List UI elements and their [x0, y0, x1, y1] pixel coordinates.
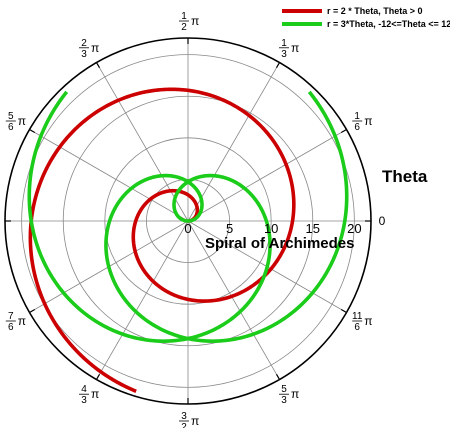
angle-tick-label-4: 23 π: [78, 38, 99, 60]
angle-tick-label-1: 16 π: [352, 111, 372, 133]
angle-tick-pi-9: π: [191, 414, 199, 428]
legend-label-series-1: r = 2 * Theta, Theta > 0: [327, 6, 423, 16]
angle-tick-numerator-7: 7: [8, 311, 14, 322]
angle-tick-numerator-11: 11: [352, 311, 363, 322]
angle-tick-numerator-9: 3: [181, 411, 187, 422]
radial-spoke-2: [187, 62, 280, 222]
angle-tick-pi-7: π: [18, 314, 26, 328]
angle-tick-denominator-8: 3: [81, 395, 87, 406]
angle-tick-pi-11: π: [364, 314, 372, 328]
angle-tick-pi-10: π: [291, 387, 299, 401]
r-tick-label-3: 15: [306, 221, 320, 236]
radial-spoke-5: [29, 129, 189, 222]
angle-tick-label-8: 43 π: [78, 384, 99, 406]
r-tick-label-1: 5: [226, 221, 233, 236]
angle-tick-text-0: 0: [379, 214, 386, 228]
angle-tick-pi-1: π: [364, 114, 372, 128]
radial-spoke-4: [96, 62, 189, 222]
angle-tick-label-10: 53 π: [279, 384, 299, 406]
angle-tick-pi-5: π: [18, 114, 26, 128]
angle-tick-label-3: 12 π: [179, 11, 199, 33]
angle-tick-label-9: 32 π: [179, 411, 199, 428]
angle-tick-numerator-8: 4: [81, 384, 87, 395]
angle-tick-denominator-10: 3: [281, 395, 287, 406]
angle-tick-denominator-7: 6: [8, 322, 14, 333]
angle-tick-denominator-11: 6: [354, 322, 360, 333]
r-tick-label-2: 10: [264, 221, 278, 236]
angle-tick-numerator-1: 1: [354, 111, 360, 122]
angle-tick-pi-4: π: [91, 41, 99, 55]
angle-tick-denominator-4: 3: [81, 49, 87, 60]
angle-tick-label-11: 116 π: [352, 311, 372, 333]
angle-tick-numerator-10: 5: [281, 384, 287, 395]
angle-tick-mark-10: [275, 373, 281, 380]
legend: r = 2 * Theta, Theta > 0 r = 3*Theta, -1…: [282, 6, 450, 29]
angle-tick-label-7: 76 π: [5, 311, 26, 333]
angle-tick-denominator-3: 2: [181, 22, 187, 33]
r-tick-label-4: 20: [347, 221, 361, 236]
angle-tick-mark-7: [29, 308, 36, 314]
angle-tick-mark-8: [95, 373, 101, 380]
angle-tick-label-0: 0: [379, 214, 386, 228]
angle-tick-mark-2: [275, 62, 281, 69]
tick-layer: 016π13π12π23π56ππ76π43π32π53π116π0510152…: [5, 11, 386, 428]
radial-spoke-10: [187, 220, 280, 380]
r-axis-title: Spiral of Archimedes: [205, 235, 355, 252]
angle-tick-denominator-1: 6: [354, 122, 360, 133]
series-layer: [27, 87, 349, 393]
series-line-2: [27, 90, 349, 343]
theta-axis-title: Theta: [382, 167, 428, 186]
angle-tick-mark-4: [95, 62, 101, 69]
angle-tick-denominator-5: 6: [8, 122, 14, 133]
angle-tick-label-5: 56 π: [5, 111, 26, 133]
angle-tick-mark-11: [340, 308, 347, 314]
angle-tick-numerator-2: 1: [281, 38, 287, 49]
angle-tick-label-2: 13 π: [279, 38, 299, 60]
angle-tick-mark-5: [29, 128, 36, 134]
angle-tick-numerator-3: 1: [181, 11, 187, 22]
r-tick-label-0: 0: [184, 221, 191, 236]
angle-tick-denominator-2: 3: [281, 49, 287, 60]
angle-tick-pi-3: π: [191, 14, 199, 28]
angle-tick-pi-8: π: [91, 387, 99, 401]
angle-tick-numerator-5: 5: [8, 111, 14, 122]
series-line-1: [28, 87, 296, 393]
angle-tick-mark-1: [340, 128, 347, 134]
radial-spoke-8: [96, 220, 189, 380]
angle-tick-pi-2: π: [291, 41, 299, 55]
angle-tick-numerator-4: 2: [81, 38, 87, 49]
angle-tick-denominator-9: 2: [181, 422, 187, 428]
legend-label-series-2: r = 3*Theta, -12<=Theta <= 12: [327, 19, 450, 29]
radial-spoke-1: [187, 129, 347, 222]
